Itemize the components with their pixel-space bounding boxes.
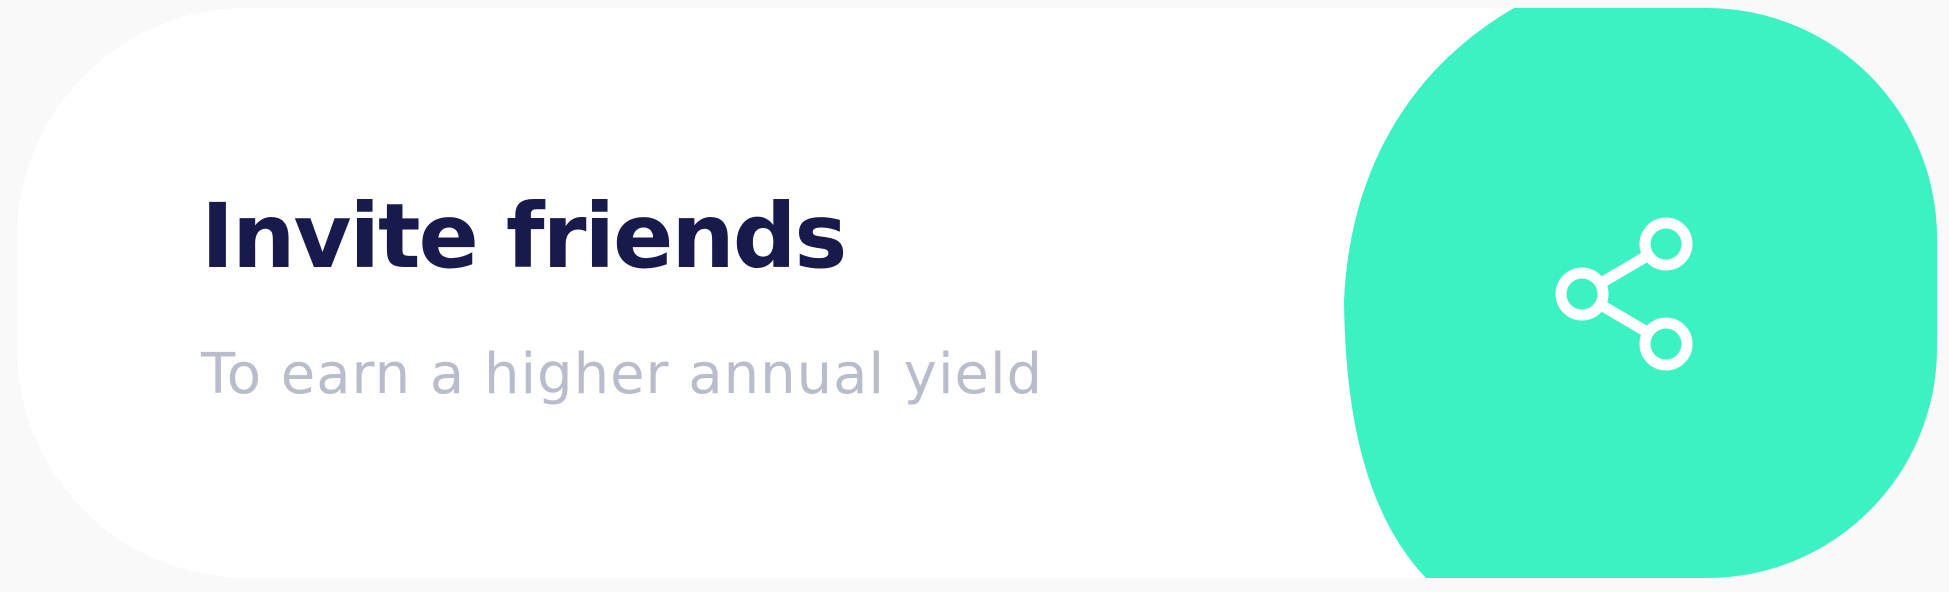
accent-blob (1344, 8, 1937, 578)
invite-title: Invite friends (201, 184, 847, 288)
share-node-top (1639, 217, 1693, 271)
share-node-bottom (1639, 317, 1693, 371)
share-icon[interactable] (1548, 206, 1698, 382)
share-link-lower (1598, 300, 1650, 337)
share-link-upper (1598, 251, 1650, 288)
invite-friends-card[interactable]: Invite friends To earn a higher annual y… (17, 8, 1937, 578)
invite-subtitle: To earn a higher annual yield (201, 342, 1044, 407)
share-icon-glyph (1555, 217, 1693, 371)
accent-blob-shape (1344, 8, 1937, 578)
share-node-left (1555, 267, 1609, 321)
